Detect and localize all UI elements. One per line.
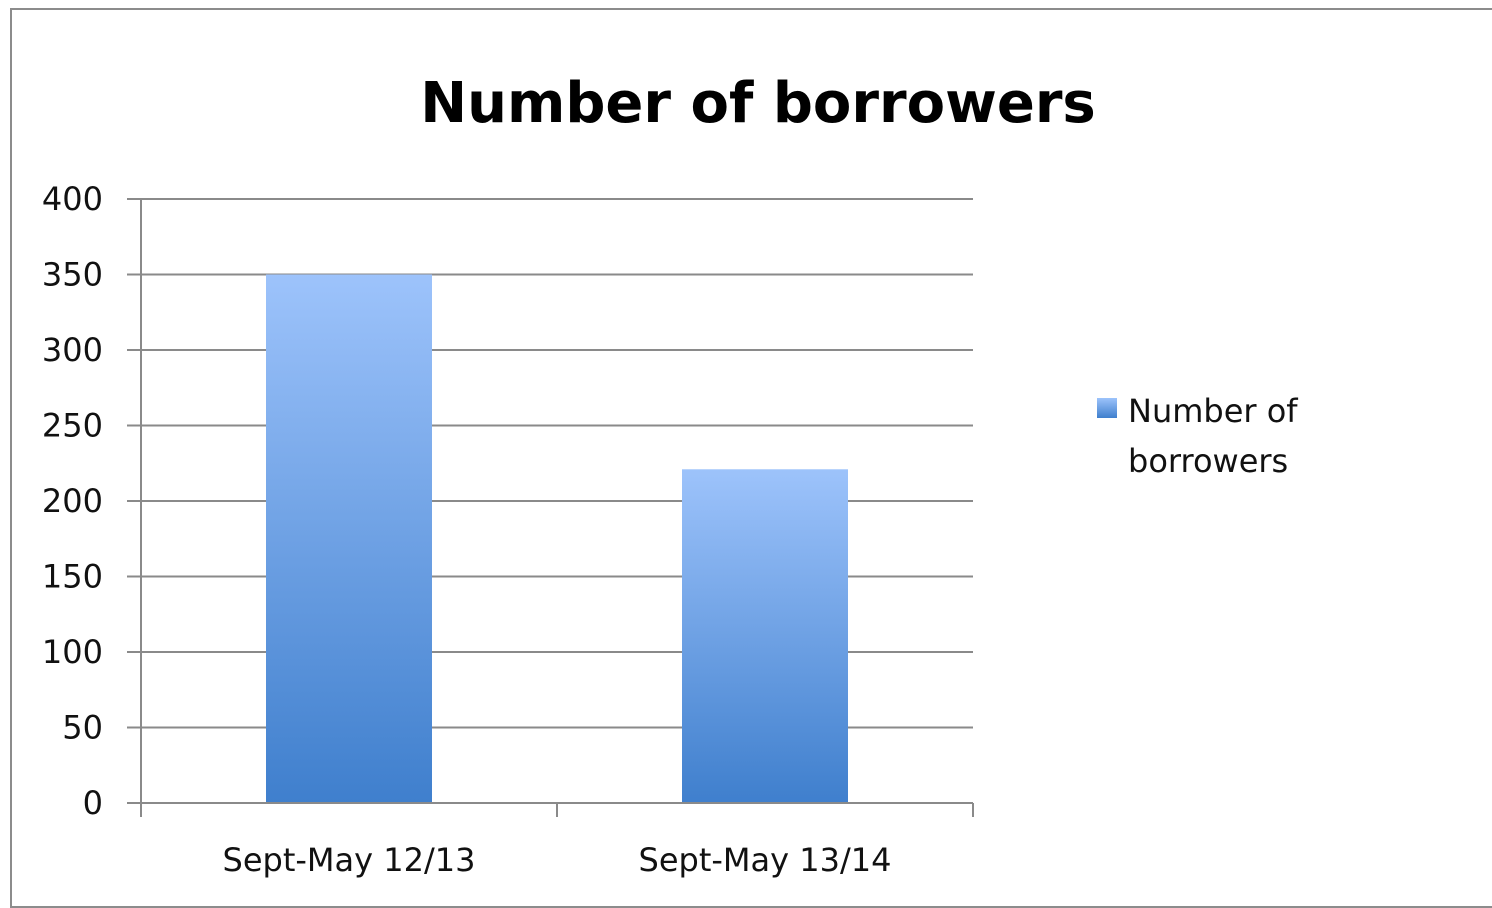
x-category-label: Sept-May 12/13 <box>223 841 476 879</box>
legend-swatch <box>1097 398 1117 418</box>
y-tick-label: 100 <box>42 633 103 671</box>
y-tick-label: 400 <box>42 180 103 218</box>
gridlines <box>141 198 973 729</box>
y-tick-label: 0 <box>83 784 103 822</box>
y-tick-label: 250 <box>42 407 103 445</box>
x-axis-labels: Sept-May 12/13 Sept-May 13/14 <box>223 841 892 879</box>
bars <box>266 274 848 803</box>
y-tick-label: 200 <box>42 482 103 520</box>
x-category-label: Sept-May 13/14 <box>639 841 892 879</box>
legend: Number of borrowers <box>1097 392 1298 480</box>
bar <box>266 274 432 803</box>
y-tick-label: 350 <box>42 256 103 294</box>
chart-title: Number of borrowers <box>420 71 1096 136</box>
legend-label-line-1: Number of <box>1128 392 1298 430</box>
bar <box>682 469 848 803</box>
y-tick-label: 300 <box>42 331 103 369</box>
y-tick-label: 50 <box>62 709 103 747</box>
y-axis-ticks: 0 50 100 150 200 250 300 350 400 <box>42 180 141 822</box>
axes <box>140 199 974 817</box>
y-tick-label: 150 <box>42 558 103 596</box>
legend-label-line-2: borrowers <box>1128 442 1288 480</box>
